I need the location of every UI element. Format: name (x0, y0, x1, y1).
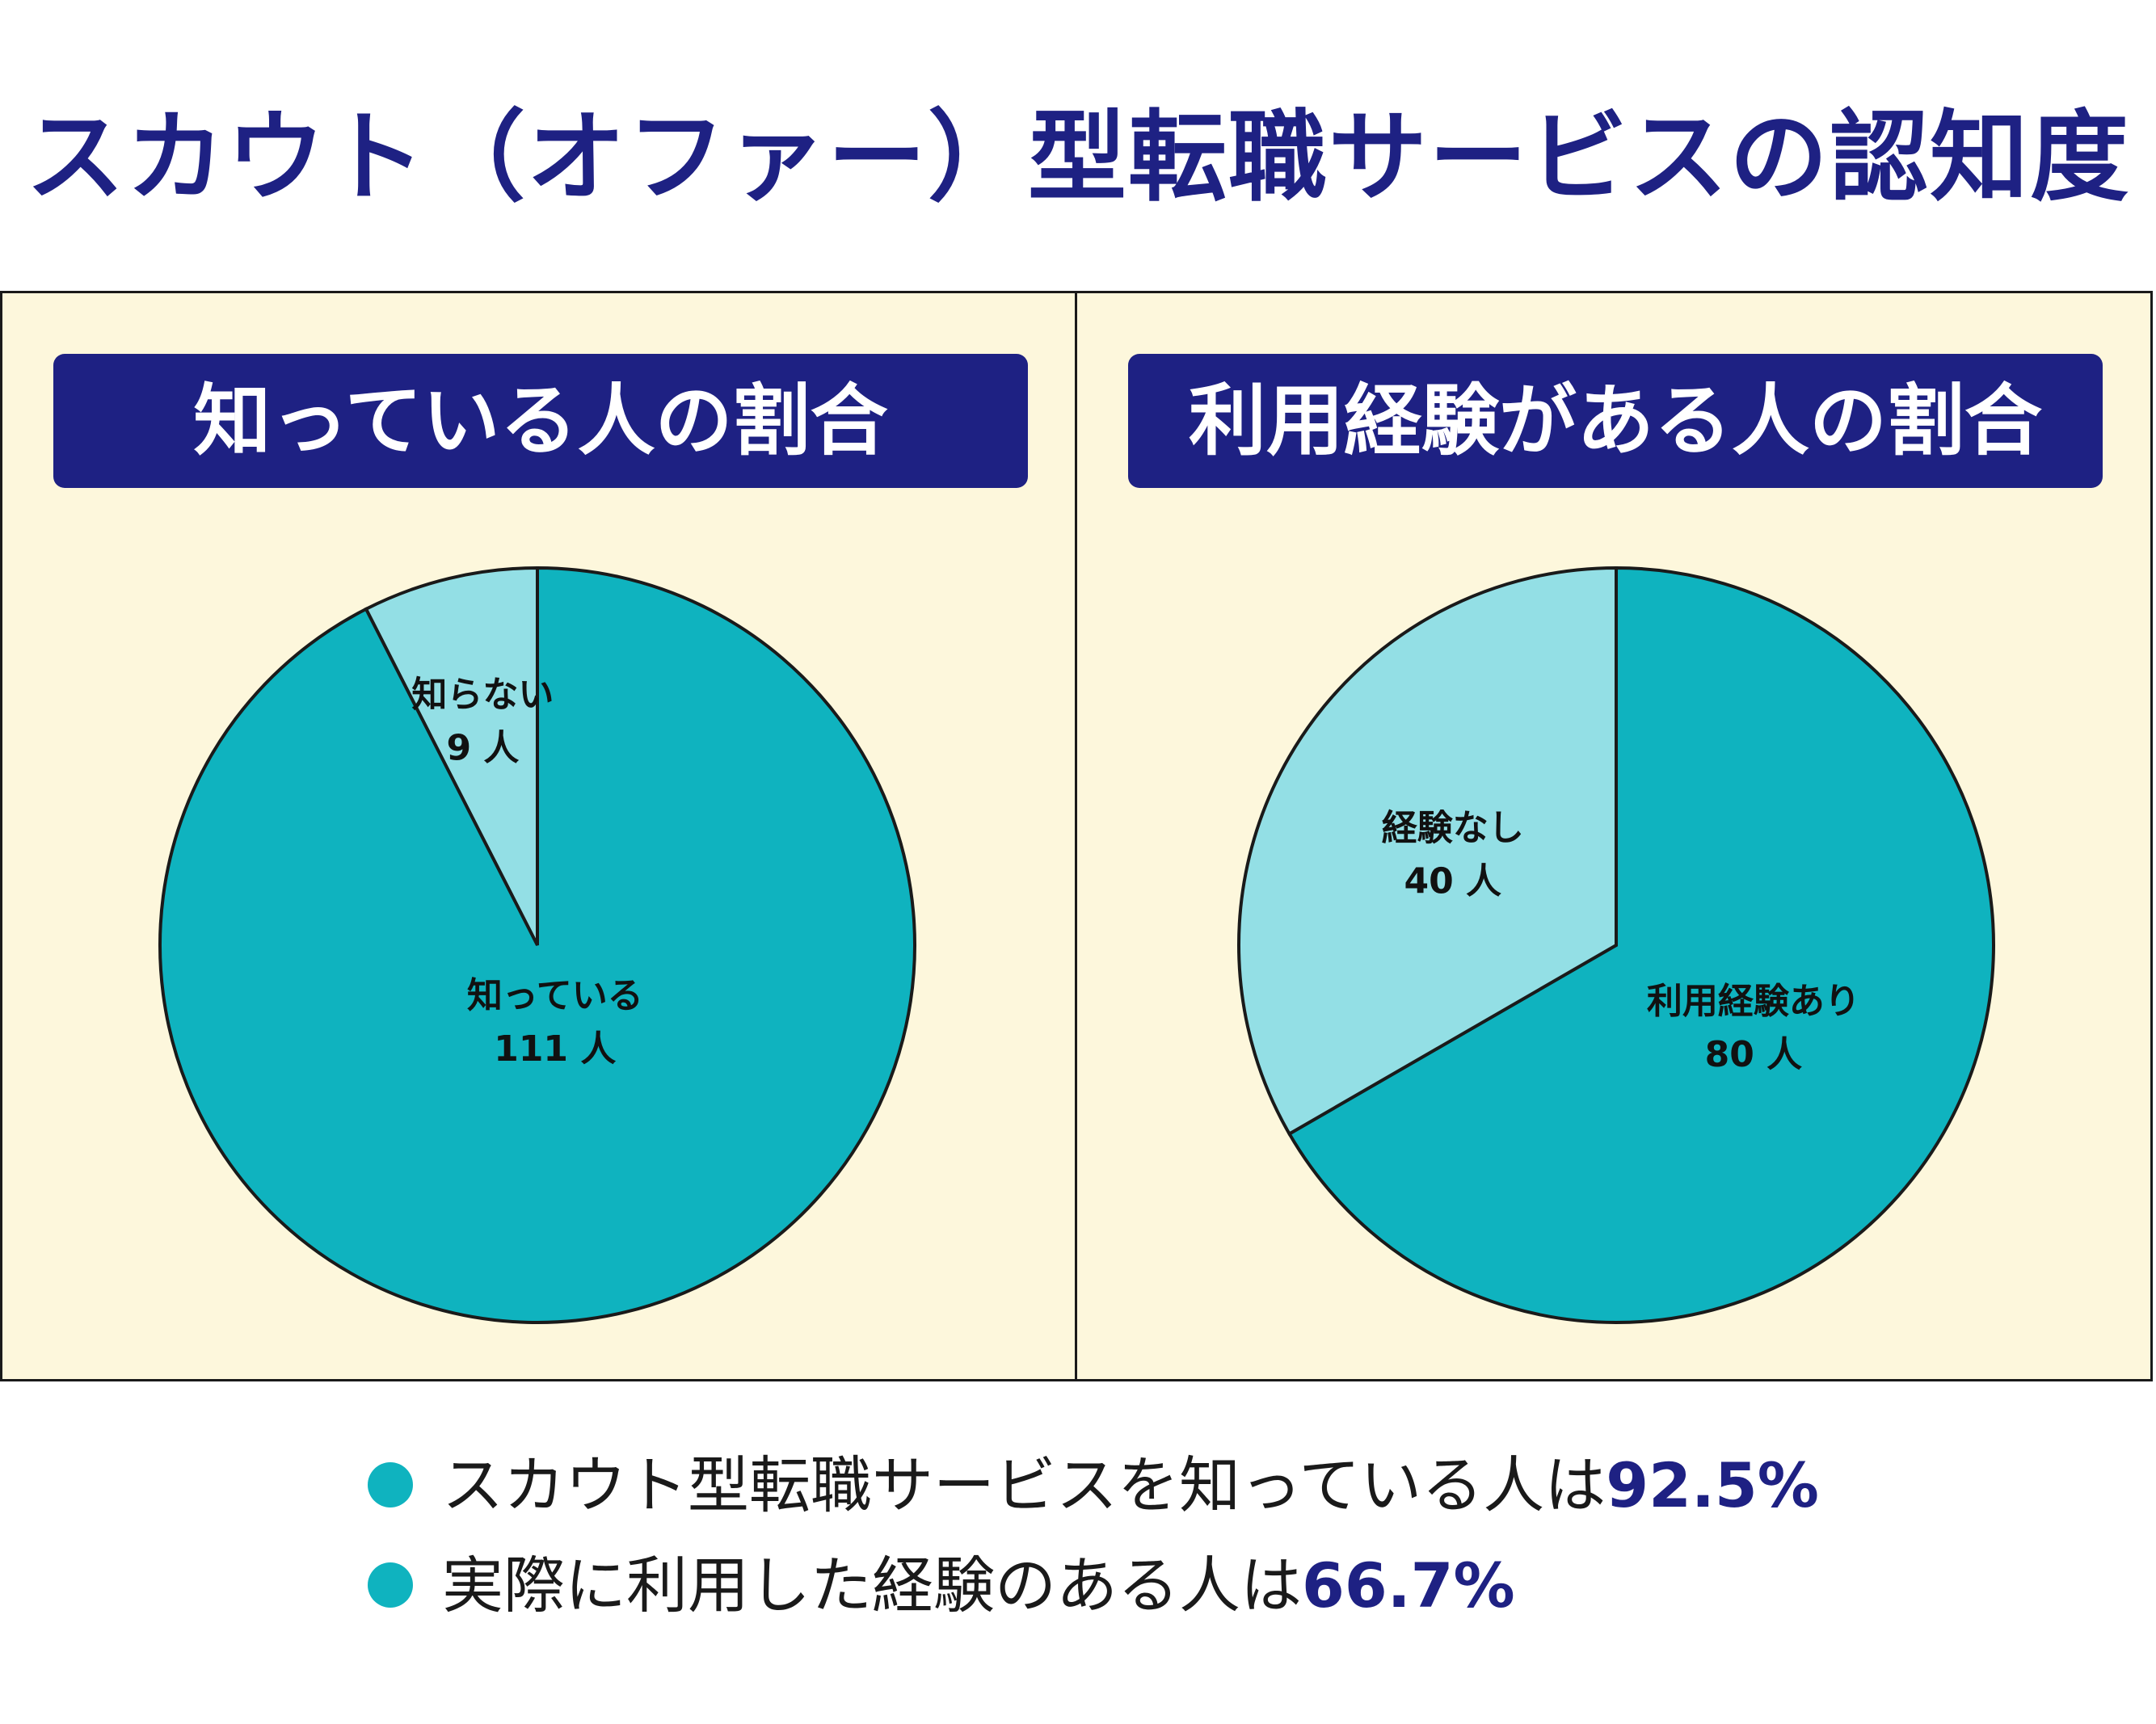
summary-percentage: 92.5% (1606, 1449, 1819, 1521)
summary-percentage: 66.7% (1302, 1549, 1515, 1621)
pie-slice-0-0 (364, 566, 539, 946)
pie-slice-0-1 (158, 566, 916, 1324)
slice-label: 知っている (467, 975, 643, 1016)
summary-text: 実際に利用した経験のある人は (442, 1549, 1302, 1621)
bullet-icon (368, 1562, 413, 1608)
slice-label: 知らない (411, 674, 554, 715)
summary-text: スカウト型転職サービスを知っている人は (442, 1449, 1606, 1521)
slice-count-label: 9 人 (446, 727, 519, 768)
slice-label: 経験なし (1382, 807, 1524, 848)
pie-title-awareness: 知っている人の割合 (53, 354, 1028, 488)
summary-line-awareness: スカウト型転職サービスを知っている人は92.5% (368, 1445, 1984, 1526)
bullet-icon (368, 1462, 413, 1507)
slice-count-label: 40 人 (1404, 860, 1502, 902)
slice-count-label: 80 人 (1705, 1034, 1803, 1075)
pie-slice-1-1 (1237, 566, 1618, 1137)
slice-count-label: 111 人 (494, 1028, 616, 1070)
summary-line-usage: 実際に利用した経験のある人は66.7% (368, 1545, 1984, 1626)
pie-slice-1-0 (1286, 566, 1995, 1324)
pie-title-usage: 利用経験がある人の割合 (1128, 354, 2103, 488)
panel-divider (1075, 291, 1077, 1381)
slice-label: 利用経験あり (1647, 981, 1860, 1022)
main-title: スカウト（オファー）型転職サービスの認知度 (26, 100, 2130, 215)
